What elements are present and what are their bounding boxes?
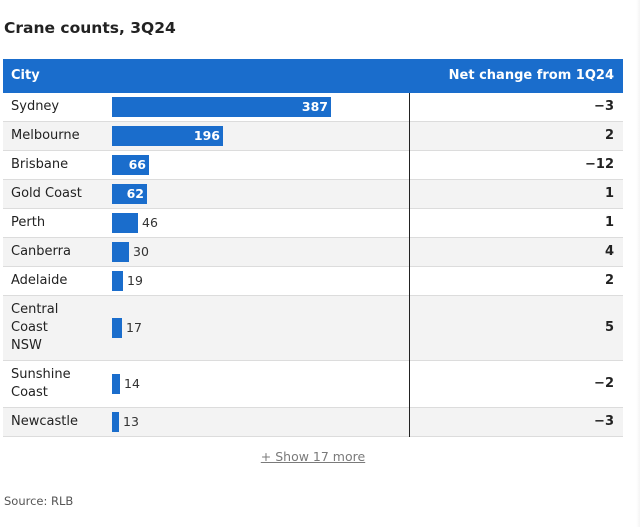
- bar-value-label: 14: [124, 376, 140, 391]
- cell-city: Newcastle: [11, 414, 78, 429]
- bar-value-label: 30: [133, 244, 149, 259]
- column-divider: [409, 93, 410, 437]
- bar-melbourne: [112, 126, 223, 146]
- cell-city: Canberra: [11, 244, 71, 259]
- cell-city: Brisbane: [11, 157, 69, 172]
- cell-city: Adelaide: [11, 273, 68, 288]
- cell-net-change: 4: [604, 244, 614, 259]
- chart-title: Crane counts, 3Q24: [4, 19, 176, 37]
- bar-newcastle: [112, 412, 119, 432]
- cell-city: Perth: [11, 215, 46, 230]
- cell-net-change: −3: [594, 414, 614, 429]
- bar-value-label: 387: [301, 99, 328, 114]
- show-more-link[interactable]: + Show 17 more: [260, 449, 366, 464]
- cell-city: Sydney: [11, 99, 60, 114]
- column-header-net-change: Net change from 1Q24: [448, 68, 614, 83]
- bar-value-label: 19: [127, 273, 143, 288]
- cell-net-change: 5: [604, 320, 614, 335]
- bar-value-label: 46: [142, 215, 158, 230]
- bar-gold-coast: [112, 184, 147, 204]
- table-row: Perth 46 1: [3, 209, 623, 238]
- table-header: City Net change from 1Q24: [3, 59, 623, 93]
- cell-net-change: 2: [604, 273, 614, 288]
- bar-sydney: [112, 97, 331, 117]
- bar-central-coast-nsw: [112, 318, 122, 338]
- cell-net-change: −12: [585, 157, 614, 172]
- table-row: Newcastle 13 −3: [3, 408, 623, 437]
- bar-value-label: 66: [128, 157, 146, 172]
- table-row: Brisbane 66 −12: [3, 151, 623, 180]
- cell-net-change: −2: [594, 376, 614, 391]
- cell-net-change: −3: [594, 99, 614, 114]
- bar-sunshine-coast: [112, 374, 120, 394]
- cell-city: Gold Coast: [11, 186, 82, 201]
- cell-net-change: 1: [604, 186, 614, 201]
- bar-value-label: 62: [126, 186, 144, 201]
- bar-value-label: 13: [123, 414, 139, 429]
- table-row: Sunshine Coast 14 −2: [3, 361, 623, 408]
- source-note: Source: RLB: [4, 494, 74, 508]
- column-header-city: City: [11, 68, 40, 83]
- table-row: Sydney 387 −3: [3, 93, 623, 122]
- bar-brisbane: [112, 155, 149, 175]
- table-row: Gold Coast 62 1: [3, 180, 623, 209]
- cell-net-change: 2: [604, 128, 614, 143]
- crane-table: City Net change from 1Q24 Sydney 387 −3 Mel…: [3, 59, 623, 437]
- cell-city: Melbourne: [11, 128, 80, 143]
- cell-city: Sunshine Coast: [11, 367, 71, 400]
- bar-perth: [112, 213, 138, 233]
- table-row: Canberra 30 4: [3, 238, 623, 267]
- table-row: Melbourne 196 2: [3, 122, 623, 151]
- bar-canberra: [112, 242, 129, 262]
- cell-net-change: 1: [604, 215, 614, 230]
- cell-city: Central Coast NSW: [11, 302, 59, 353]
- scroll-edge: [636, 0, 640, 527]
- bar-value-label: 17: [126, 320, 142, 335]
- bar-value-label: 196: [193, 128, 220, 143]
- table-row: Central Coast NSW 17 5: [3, 296, 623, 361]
- bar-adelaide: [112, 271, 123, 291]
- table-body: Sydney 387 −3 Melbourne 196 2 Brisbane 66 −12 Gol…: [3, 93, 623, 437]
- table-row: Adelaide 19 2: [3, 267, 623, 296]
